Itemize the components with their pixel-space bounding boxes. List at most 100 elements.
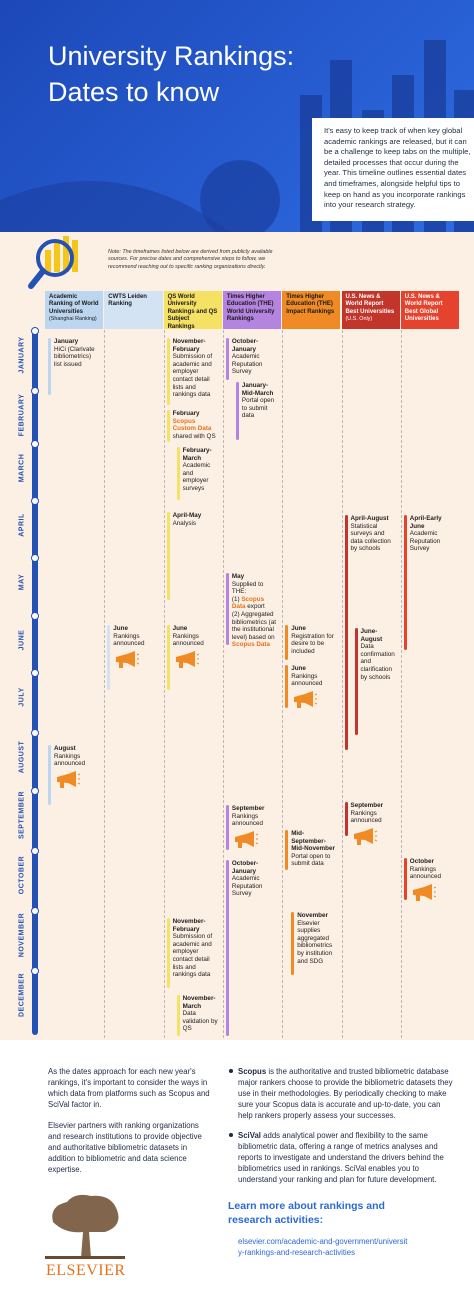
logo-text: ELSEVIER: [46, 1262, 126, 1279]
column-title: Academic Ranking of World Universities: [49, 294, 99, 315]
month-label: FEBRUARY: [18, 393, 26, 437]
entry-date: October-January: [231, 338, 259, 353]
entry-date: September: [231, 805, 265, 812]
entry-date: January-Mid-March: [241, 382, 274, 397]
timeline-entry: September Rankings announced: [351, 802, 396, 848]
column-header: Academic Ranking of World Universities (S…: [45, 291, 104, 329]
text-segment: Rankings announced: [54, 752, 86, 768]
entry-bar: [403, 858, 407, 900]
entry-bar: [291, 912, 295, 975]
timeline-entry: February-March Academic and employer surv…: [183, 447, 218, 493]
entry-date: June: [291, 665, 306, 672]
entry-bar: [48, 338, 51, 395]
text-segment: Registration for desire to be included: [291, 632, 334, 655]
magnifier-icon: [28, 236, 78, 289]
entry-bar: [225, 338, 229, 380]
entry-date: August: [54, 745, 76, 752]
icon: [291, 690, 336, 712]
timeline-entry: October-January Academic Reputation Surve…: [232, 338, 277, 376]
column-separator: [222, 330, 224, 1038]
entry-date: November: [297, 912, 328, 919]
megaphone-icon: [412, 883, 437, 901]
column-title: Times Higher Education (THE) World Unive…: [226, 294, 275, 323]
entry-date: November-February: [172, 918, 206, 933]
timeline-entry: Mid-September-Mid-November Portal open to…: [291, 830, 336, 868]
text-segment: Submission of academic and employer cont…: [172, 353, 213, 399]
column-separator: [341, 330, 343, 1038]
icon: [410, 883, 455, 905]
timeline-entry: January HiCi (Clarivate bibliometrics) li…: [54, 338, 99, 368]
elsevier-tree: [45, 1194, 125, 1259]
timeline-entry: August Rankings announced: [54, 745, 99, 791]
text-segment: Rankings announced: [231, 812, 264, 828]
entry-bar: [354, 628, 358, 735]
entry-date: October: [409, 858, 434, 865]
text-segment: shared with QS: [172, 432, 216, 440]
timeline-entry: September Rankings announced: [232, 805, 277, 851]
icon: [173, 650, 218, 672]
entry-date: April-August: [350, 515, 389, 522]
text-segment: Analysis: [172, 519, 197, 527]
text-segment: Elsevier supplies aggregated bibliometri…: [297, 919, 333, 965]
timeline-entry: November Elsevier supplies aggregated bib…: [297, 912, 336, 965]
month-dot: [31, 387, 39, 395]
text-segment: Academic Reputation Survey: [231, 353, 263, 376]
text-segment: Portal open to submit data: [291, 852, 331, 868]
column-header: Times Higher Education (THE) Impact Rank…: [282, 291, 341, 329]
month-dot: [31, 847, 39, 855]
text-segment: Data validation by QS: [182, 1010, 218, 1033]
icon: [54, 770, 99, 792]
entry-bar: [235, 382, 239, 440]
column-separator: [282, 330, 284, 1038]
column-title: Times Higher Education (THE) Impact Rank…: [286, 294, 335, 315]
column-header: QS World University Rankings and QS Subj…: [163, 291, 222, 330]
note: Note: The timeframes listed below are de…: [108, 249, 273, 270]
timeline-axis: [32, 330, 38, 1035]
timeline-entry: June Rankings announced: [113, 625, 158, 671]
month-label: DECEMBER: [18, 972, 26, 1018]
entry-bar: [285, 665, 289, 708]
month-dot: [31, 967, 39, 975]
icon: [232, 830, 277, 852]
text-segment: Rankings announced: [350, 809, 382, 825]
month-label: JUNE: [18, 629, 26, 651]
text-segment: Rankings announced: [172, 632, 204, 648]
timeline-entry: October-January Academic Reputation Surve…: [232, 860, 277, 898]
entry-bar: [176, 447, 180, 500]
text-segment: Academic Reputation Survey: [231, 875, 263, 898]
entry-bar: [166, 625, 170, 690]
entry-date: June-August: [360, 628, 383, 643]
timeline-entry: November-March Data validation by QS: [183, 995, 218, 1033]
timeline-entry: June Rankings announced: [173, 625, 218, 671]
timeline-entry: November-February Submission of academic …: [173, 338, 218, 399]
month-dot: [31, 907, 39, 915]
timeline-entry: January-Mid-March Portal open to submit d…: [242, 382, 277, 420]
column-header: U.S. News & World Report Best Global Uni…: [400, 291, 460, 329]
megaphone-icon: [116, 650, 140, 668]
month-dot: [31, 497, 39, 505]
footer-text: Elsevier partners with ranking organizat…: [48, 1121, 202, 1174]
megaphone-icon: [294, 690, 318, 708]
text-segment: is the authoritative and trusted bibliom…: [238, 1067, 453, 1120]
entry-date: September: [350, 802, 384, 809]
month-dot: [31, 787, 39, 795]
footer-bullet: Scopus is the authoritative and trusted …: [238, 1066, 453, 1121]
entry-bar: [107, 625, 111, 690]
link[interactable]: elsevier.com/academic-and-government/uni…: [238, 1237, 408, 1257]
call-to-action: Learn more about rankings and research a…: [228, 1200, 385, 1226]
month-dot: [31, 440, 39, 448]
entry-bar: [166, 918, 170, 988]
month-dot: [31, 729, 39, 737]
entry-bar: [285, 625, 289, 660]
timeline-entry: June-August Data confirmation and clarifi…: [361, 628, 396, 681]
column-title: QS World University Rankings and QS Subj…: [167, 294, 218, 330]
entry-date: June: [172, 625, 188, 632]
column-header: Times Higher Education (THE) World Unive…: [222, 291, 282, 329]
timeline-entry: April-August Statistical surveys and data…: [351, 515, 396, 553]
bullet: [229, 1069, 233, 1073]
entry-bar: [225, 573, 229, 645]
timeline-entry: May Supplied to THE: (1) Scopus Data expo…: [232, 573, 277, 649]
column-separator: [104, 330, 106, 1038]
timeline-entry: April-Early June Academic Reputation Surv…: [410, 515, 455, 553]
